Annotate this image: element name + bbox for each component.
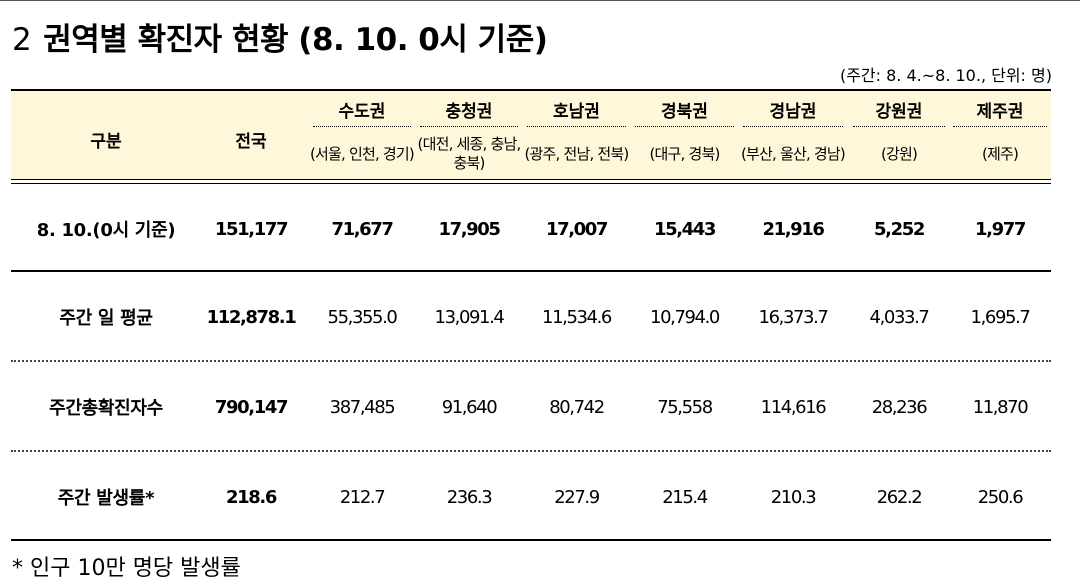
region-name-6: 제주권 xyxy=(976,102,1024,122)
region-value: 210.3 xyxy=(770,486,817,508)
region-divider-6 xyxy=(953,126,1047,127)
region-value: 387,485 xyxy=(329,396,396,418)
region-value: 227.9 xyxy=(554,486,600,508)
region-divider-1 xyxy=(420,126,518,127)
region-divider-4 xyxy=(743,126,843,127)
table-row: 주간총확진자수 790,147 387,485 91,640 80,742 75,558 1… xyxy=(11,362,1051,452)
region-value: 11,534.6 xyxy=(542,306,612,328)
region-value: 1,977 xyxy=(975,218,1026,240)
top-rule xyxy=(0,0,1080,1)
region-name-0: 수도권 xyxy=(338,102,386,122)
section-title: 권역별 확진자 현황 (8. 10. 0시 기준) xyxy=(43,22,548,58)
region-value: 250.6 xyxy=(977,486,1024,508)
region-subareas-4: (부산, 울산, 경남) xyxy=(741,144,846,163)
page-title: 2 권역별 확진자 현황 (8. 10. 0시 기준) xyxy=(12,14,548,59)
region-value: 212.7 xyxy=(339,486,386,508)
region-value: 215.4 xyxy=(662,486,708,508)
header-category: 구분 xyxy=(90,132,122,152)
footnote: * 인구 10만 명당 발생률 xyxy=(12,556,241,581)
region-value: 13,091.4 xyxy=(434,306,505,328)
header-nation: 전국 xyxy=(235,132,267,152)
region-subareas-3: (대구, 경북) xyxy=(649,144,720,163)
region-value: 262.2 xyxy=(876,486,923,508)
row-label: 주간총확진자수 xyxy=(49,398,163,419)
region-value: 15,443 xyxy=(653,218,716,240)
region-divider-0 xyxy=(313,126,411,127)
nation-value: 151,177 xyxy=(214,218,289,240)
row-label: 주간 일 평균 xyxy=(59,308,153,329)
region-name-4: 경남권 xyxy=(769,102,817,122)
table-row: 주간 발생률* 218.6 212.7 236.3 227.9 215.4 210.3 262… xyxy=(11,452,1051,542)
region-value: 5,252 xyxy=(874,218,925,240)
region-divider-3 xyxy=(635,126,734,127)
row-separator xyxy=(11,539,1051,541)
region-value: 16,373.7 xyxy=(758,306,829,328)
nation-value: 790,147 xyxy=(214,396,289,418)
region-value: 55,355.0 xyxy=(327,306,398,328)
region-value: 236.3 xyxy=(446,486,493,508)
region-value: 1,695.7 xyxy=(970,306,1031,328)
region-subareas-0: (서울, 인천, 경기) xyxy=(310,144,415,163)
region-divider-5 xyxy=(853,126,945,127)
region-name-1: 충청권 xyxy=(445,102,493,122)
region-value: 10,794.0 xyxy=(650,306,720,328)
row-separator xyxy=(11,450,1051,452)
region-value: 80,742 xyxy=(549,396,605,418)
row-separator xyxy=(11,270,1051,272)
region-name-2: 호남권 xyxy=(553,102,600,122)
region-value: 114,616 xyxy=(760,396,827,418)
row-separator xyxy=(11,360,1051,362)
header-double-rule xyxy=(11,179,1051,184)
nation-value: 112,878.1 xyxy=(206,306,297,328)
region-subareas-2: (광주, 전남, 전북) xyxy=(524,144,630,163)
nation-value: 218.6 xyxy=(226,486,277,508)
section-number: 2 xyxy=(12,22,32,58)
region-subareas-1: (대전, 세종, 충남, 충북) xyxy=(417,135,522,172)
row-label: 8. 10.(0시 기준) xyxy=(36,220,176,241)
table-header: 구분 전국 수도권 (서울, 인천, 경기) 충청권 (대전, 세종, 충남, 충북)… xyxy=(11,89,1051,179)
region-subareas-6: (제주) xyxy=(981,144,1019,163)
region-value: 17,007 xyxy=(545,218,608,240)
table-row: 8. 10.(0시 기준) 151,177 71,677 17,905 17,007 15… xyxy=(11,184,1051,274)
region-subareas-5: (강원) xyxy=(880,144,918,163)
region-value: 28,236 xyxy=(871,396,928,418)
region-value: 91,640 xyxy=(441,396,498,418)
region-value: 17,905 xyxy=(438,218,500,240)
region-value: 75,558 xyxy=(657,396,713,418)
region-value: 4,033.7 xyxy=(869,306,930,328)
region-name-5: 강원권 xyxy=(875,102,923,122)
table-row: 주간 일 평균 112,878.1 55,355.0 13,091.4 11,534.6… xyxy=(11,272,1051,362)
row-label: 주간 발생률* xyxy=(57,488,155,509)
region-name-3: 경북권 xyxy=(661,102,708,122)
region-value: 11,870 xyxy=(972,396,1029,418)
region-divider-2 xyxy=(527,126,626,127)
unit-note: (주간: 8. 4.~8. 10., 단위: 명) xyxy=(839,66,1052,85)
region-value: 21,916 xyxy=(762,218,824,240)
region-value: 71,677 xyxy=(331,218,393,240)
